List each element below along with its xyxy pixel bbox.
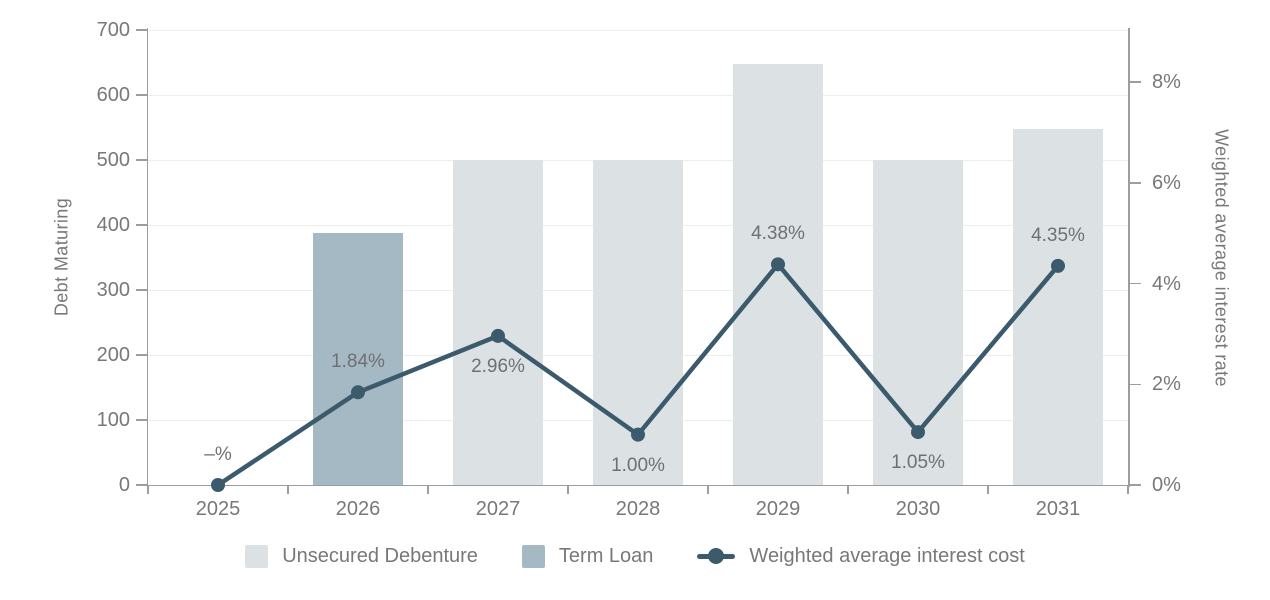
x-axis-tick [287, 486, 289, 494]
y-axis-tick [136, 224, 147, 226]
legend-swatch-icon [245, 544, 269, 568]
x-axis-tick [847, 486, 849, 494]
y-axis-tick [136, 419, 147, 421]
legend-label: Weighted average interest cost [749, 544, 1025, 567]
y-axis-tick-label: 600 [96, 84, 130, 106]
right-axis-tick [1128, 383, 1141, 385]
x-axis-tick-label: 2031 [1035, 498, 1081, 520]
right-axis-tick-label: 2% [1152, 373, 1181, 396]
data-point-2031 [1051, 258, 1065, 273]
point-label-2029: 4.38% [751, 223, 805, 245]
legend-item-unsecured-debenture: Unsecured Debenture [245, 544, 478, 568]
legend-item-term-loan: Term Loan [521, 544, 654, 568]
y-axis-tick [136, 29, 147, 31]
y-axis-line-left [146, 28, 148, 487]
x-axis-tick-label: 2030 [895, 498, 941, 520]
right-axis-tick-label: 8% [1152, 71, 1181, 93]
y-axis-tick [136, 159, 147, 161]
x-axis-line [146, 484, 1130, 486]
x-axis-tick-label: 2026 [335, 498, 381, 520]
y-axis-line-right [1128, 28, 1130, 487]
x-axis-tick [987, 486, 989, 494]
x-axis-tick-label: 2029 [755, 498, 801, 520]
y-axis-tick [136, 484, 147, 486]
point-label-2025: –% [204, 444, 232, 465]
y-axis-tick-label: 200 [96, 344, 130, 366]
data-point-2028 [631, 427, 645, 442]
legend-item-weighted-average-interest-cost: Weighted average interest cost [697, 544, 1025, 568]
point-label-2027: 2.96% [471, 355, 525, 377]
y-axis-tick-label: 300 [96, 279, 130, 301]
x-axis-tick-label: 2028 [615, 498, 661, 520]
right-axis-tick [1128, 282, 1141, 285]
plot-area: 0 100 200 300 400 500 600 700 0% 2% 4% 6% 8% 2025 2026… [97, 19, 1181, 520]
point-label-2031: 4.35% [1031, 224, 1085, 246]
y-axis-tick [136, 94, 147, 96]
y-axis-tick-label: 400 [96, 214, 130, 236]
legend: Unsecured Debenture Term Loan Weighted ave… [0, 541, 1270, 571]
legend-line-marker-dot [708, 548, 725, 564]
y-axis-tick-label: 500 [96, 149, 130, 171]
right-axis-tick [1128, 182, 1141, 184]
legend-label: Unsecured Debenture [282, 544, 478, 567]
right-axis-title: Weighted average interest rate [1211, 129, 1232, 387]
point-label-2026: 1.84% [331, 351, 385, 373]
x-axis-tick-label: 2027 [475, 498, 521, 520]
point-label-2030: 1.05% [891, 452, 945, 474]
x-axis-tick [707, 486, 709, 494]
data-point-2026 [351, 385, 365, 400]
y-axis-tick-label: 100 [96, 409, 130, 431]
y-axis-tick [136, 354, 147, 356]
legend-line-dot-icon [697, 548, 736, 564]
data-point-2029 [771, 257, 785, 272]
x-axis-tick [567, 486, 569, 494]
y-axis-tick-label: 0 [118, 474, 130, 496]
right-axis-tick [1128, 484, 1141, 486]
right-axis-tick-label: 6% [1152, 171, 1181, 194]
y-axis-tick [136, 289, 147, 291]
bar-2031-unsecured-debenture [1013, 128, 1103, 485]
x-axis-tick-label: 2025 [195, 498, 241, 520]
legend-swatch-icon [521, 544, 545, 568]
data-point-2027 [491, 328, 505, 343]
gridline [148, 29, 1128, 31]
right-axis-tick-label: 4% [1152, 272, 1181, 295]
bar-2026-term-loan [313, 233, 403, 485]
x-axis-tick [427, 486, 429, 494]
x-axis-tick [1127, 486, 1129, 494]
legend-label: Term Loan [558, 544, 654, 567]
data-point-2025 [211, 478, 225, 492]
bar-2029-unsecured-debenture [733, 63, 823, 485]
point-label-2028: 1.00% [611, 454, 665, 476]
right-axis-tick-label: 0% [1152, 474, 1181, 496]
bar-2027-unsecured-debenture [453, 160, 543, 485]
x-axis-tick [147, 486, 149, 494]
right-axis-tick [1128, 81, 1141, 83]
data-point-2030 [911, 425, 925, 440]
gridline [148, 94, 1128, 96]
y-axis-tick-label: 700 [96, 19, 130, 41]
interest-rate-line-layer [211, 257, 1065, 492]
